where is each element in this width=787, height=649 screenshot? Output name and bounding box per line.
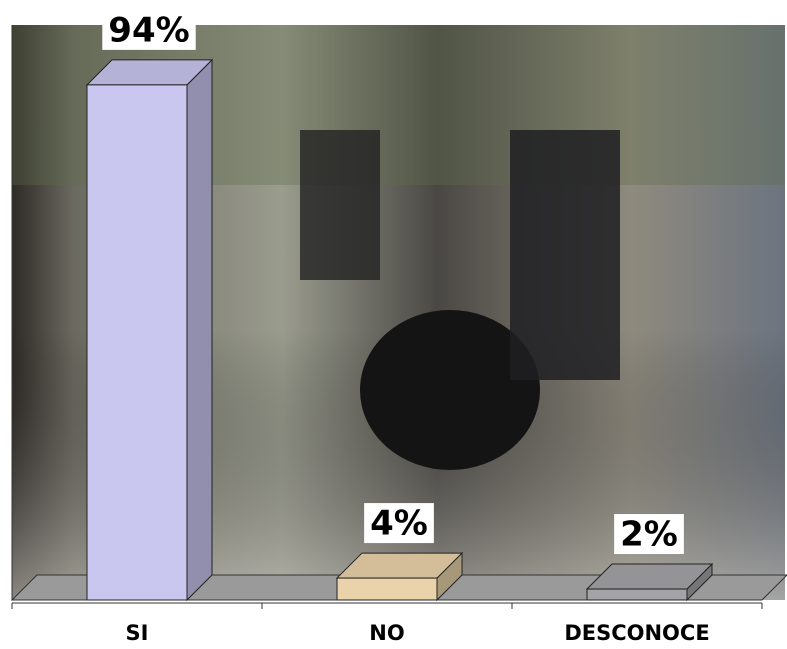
bar	[585, 562, 714, 602]
category-label: SI	[126, 621, 149, 645]
bar-front	[86, 84, 188, 601]
background-photo	[12, 25, 785, 600]
category-label: NO	[369, 621, 404, 645]
value-label: 4%	[370, 504, 428, 544]
value-label-box	[364, 503, 434, 544]
category-label: DESCONOCE	[564, 621, 709, 645]
bar-front	[586, 588, 688, 601]
value-label: 2%	[620, 515, 678, 555]
value-label-box	[102, 9, 196, 50]
value-label: 94%	[108, 10, 189, 50]
bar-side	[186, 58, 213, 602]
bar	[85, 58, 214, 602]
value-label-box	[614, 514, 684, 555]
bar	[335, 551, 464, 602]
bar-front	[336, 577, 438, 601]
plot-area: 94% SI 4% NO 2% DESCONOCE	[10, 9, 787, 645]
